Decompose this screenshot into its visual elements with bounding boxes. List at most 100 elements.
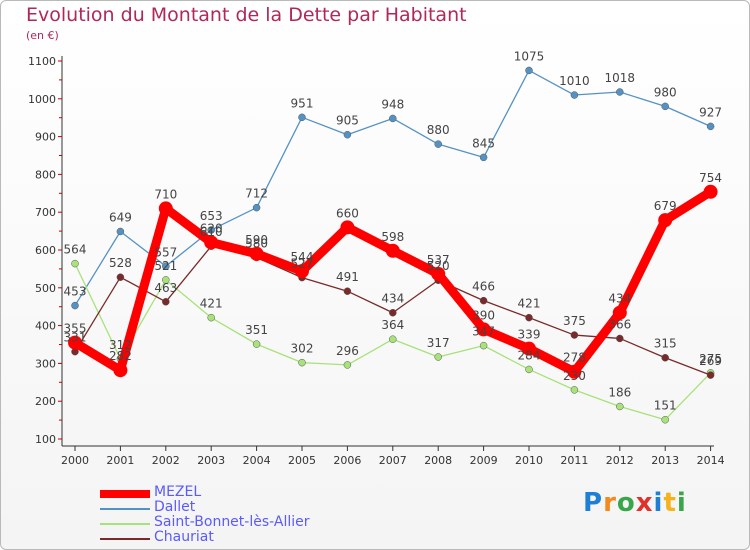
data-label-dallet: 1010 — [559, 74, 590, 88]
data-label-mezel: 434 — [608, 292, 631, 306]
data-point-saint-bonnet-l-s-allier — [616, 402, 624, 411]
x-tick-label: 2013 — [651, 454, 679, 467]
data-point-saint-bonnet-l-s-allier — [434, 353, 442, 361]
data-point-chauriat — [389, 308, 397, 317]
data-label-saint-bonnet-l-s-allier: 364 — [381, 318, 404, 332]
data-point-dallet — [207, 226, 215, 234]
data-label-chauriat: 610 — [200, 225, 223, 239]
data-label-chauriat: 366 — [608, 317, 631, 331]
x-tick-label: 2010 — [515, 454, 543, 467]
data-point-saint-bonnet-l-s-allier — [298, 358, 306, 367]
legend-item-mezel: MEZEL — [100, 484, 420, 501]
data-label-dallet: 1075 — [514, 49, 545, 63]
data-label-chauriat: 491 — [336, 270, 359, 284]
data-point-mezel — [476, 322, 491, 337]
data-point-dallet — [434, 140, 442, 148]
data-point-mezel — [158, 201, 173, 216]
data-label-mezel: 710 — [154, 187, 177, 201]
data-label-saint-bonnet-l-s-allier: 275 — [699, 352, 722, 366]
legend: MEZEL Dallet Saint-Bonnet-lès-Allier Cha… — [100, 484, 420, 546]
data-label-mezel: 754 — [699, 171, 722, 185]
data-label-saint-bonnet-l-s-allier: 302 — [291, 342, 314, 356]
data-label-saint-bonnet-l-s-allier: 284 — [518, 348, 541, 362]
data-point-saint-bonnet-l-s-allier — [252, 340, 261, 348]
data-label-saint-bonnet-l-s-allier: 312 — [109, 338, 132, 352]
legend-label-saint-bonnet: Saint-Bonnet-lès-Allier — [154, 514, 310, 530]
data-point-saint-bonnet-l-s-allier — [207, 313, 215, 322]
data-label-saint-bonnet-l-s-allier: 296 — [336, 344, 359, 358]
data-label-saint-bonnet-l-s-allier: 347 — [472, 325, 495, 339]
data-point-dallet — [71, 301, 79, 310]
legend-label-dallet: Dallet — [154, 499, 196, 515]
data-point-chauriat — [570, 331, 579, 339]
data-point-mezel — [567, 364, 582, 379]
data-label-mezel: 339 — [518, 328, 541, 342]
data-label-saint-bonnet-l-s-allier: 421 — [200, 297, 223, 311]
data-label-dallet: 649 — [109, 210, 132, 224]
data-label-mezel: 598 — [381, 230, 404, 244]
data-point-mezel — [68, 335, 82, 350]
x-tick-label: 2002 — [152, 454, 180, 467]
data-point-chauriat — [706, 371, 715, 379]
x-tick-label: 2009 — [470, 454, 498, 467]
data-label-chauriat: 434 — [381, 292, 404, 306]
data-point-mezel — [295, 264, 309, 279]
data-label-chauriat: 331 — [64, 331, 87, 345]
data-label-chauriat: 580 — [245, 237, 268, 251]
legend-swatch-mezel — [100, 490, 150, 498]
x-tick-label: 2000 — [61, 454, 89, 467]
x-tick-label: 2001 — [106, 454, 134, 467]
data-point-chauriat — [116, 273, 125, 281]
data-label-saint-bonnet-l-s-allier: 564 — [64, 243, 87, 257]
data-point-saint-bonnet-l-s-allier — [479, 341, 488, 350]
data-label-mezel: 278 — [563, 351, 586, 365]
legend-item-saint-bonnet: Saint-Bonnet-lès-Allier — [100, 514, 420, 531]
data-point-dallet — [661, 102, 669, 111]
data-label-mezel: 390 — [472, 308, 495, 322]
data-point-mezel — [522, 341, 536, 356]
data-point-chauriat — [479, 296, 488, 305]
data-label-saint-bonnet-l-s-allier: 151 — [654, 399, 677, 413]
data-point-mezel — [431, 266, 446, 281]
data-point-dallet — [525, 66, 533, 75]
y-tick-label: 1000 — [28, 93, 56, 106]
data-label-chauriat: 528 — [109, 256, 132, 270]
data-label-dallet: 905 — [336, 114, 359, 128]
data-point-saint-bonnet-l-s-allier — [570, 386, 579, 394]
legend-swatch-saint-bonnet — [100, 523, 150, 525]
data-point-mezel — [204, 235, 219, 250]
data-label-dallet: 951 — [291, 96, 314, 110]
data-label-chauriat: 466 — [472, 280, 495, 294]
legend-swatch-dallet — [100, 508, 150, 510]
data-point-chauriat — [661, 353, 669, 362]
data-point-mezel — [249, 246, 264, 261]
data-point-dallet — [298, 113, 306, 122]
data-label-mezel: 660 — [336, 206, 359, 220]
data-point-saint-bonnet-l-s-allier — [71, 259, 79, 268]
y-tick-label: 500 — [35, 282, 56, 295]
data-point-mezel — [113, 363, 128, 378]
data-label-mezel: 620 — [200, 221, 223, 235]
proxiti-logo: Proxiti — [583, 488, 687, 518]
data-label-mezel: 679 — [654, 199, 677, 213]
data-point-dallet — [616, 88, 624, 96]
x-tick-label: 2003 — [197, 454, 225, 467]
unit-label: (en €) — [26, 29, 59, 42]
data-label-chauriat: 375 — [563, 314, 586, 328]
data-label-chauriat: 421 — [518, 297, 541, 311]
data-point-saint-bonnet-l-s-allier — [525, 365, 533, 374]
data-point-dallet — [389, 114, 397, 123]
x-tick-label: 2006 — [333, 454, 361, 467]
data-point-saint-bonnet-l-s-allier — [162, 276, 170, 284]
data-point-mezel — [612, 305, 627, 320]
y-tick-label: 300 — [35, 357, 56, 370]
chart-title: Evolution du Montant de la Dette par Hab… — [26, 4, 467, 26]
y-tick-label: 700 — [35, 206, 56, 219]
y-tick-label: 400 — [35, 320, 56, 333]
data-label-dallet: 880 — [427, 123, 450, 137]
data-label-mezel: 282 — [109, 349, 132, 363]
data-label-mezel: 537 — [427, 253, 450, 267]
data-label-dallet: 453 — [64, 285, 87, 299]
